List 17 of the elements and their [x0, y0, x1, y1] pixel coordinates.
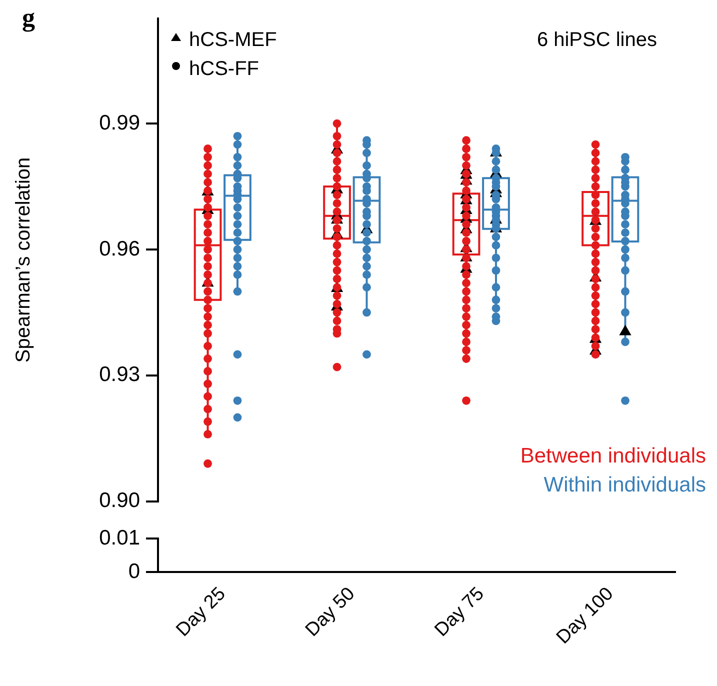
y-tick-label: 0.01 — [99, 526, 140, 550]
y-tick-label: 0.93 — [99, 363, 140, 386]
legend-label: hCS-MEF — [189, 29, 277, 51]
annotation: 6 hiPSC lines — [536, 29, 657, 51]
x-tick-label: Day 75 — [430, 583, 488, 641]
x-tick-label: Day 25 — [172, 583, 230, 641]
y-tick-label: 0.99 — [99, 111, 140, 134]
y-tick-label: 0.90 — [99, 489, 140, 512]
y-axis-title: Spearman’s correlation — [12, 157, 35, 363]
annotation: hCS-FF — [189, 58, 259, 80]
text: Between individuals — [520, 444, 706, 468]
x-tick-label: Day 50 — [302, 583, 360, 641]
y-tick-label: 0.96 — [99, 237, 140, 260]
text: Within individuals — [544, 473, 706, 496]
x-tick-label: Day 100 — [552, 583, 618, 648]
text: g — [22, 3, 35, 32]
y-tick-label: 0 — [128, 560, 140, 583]
